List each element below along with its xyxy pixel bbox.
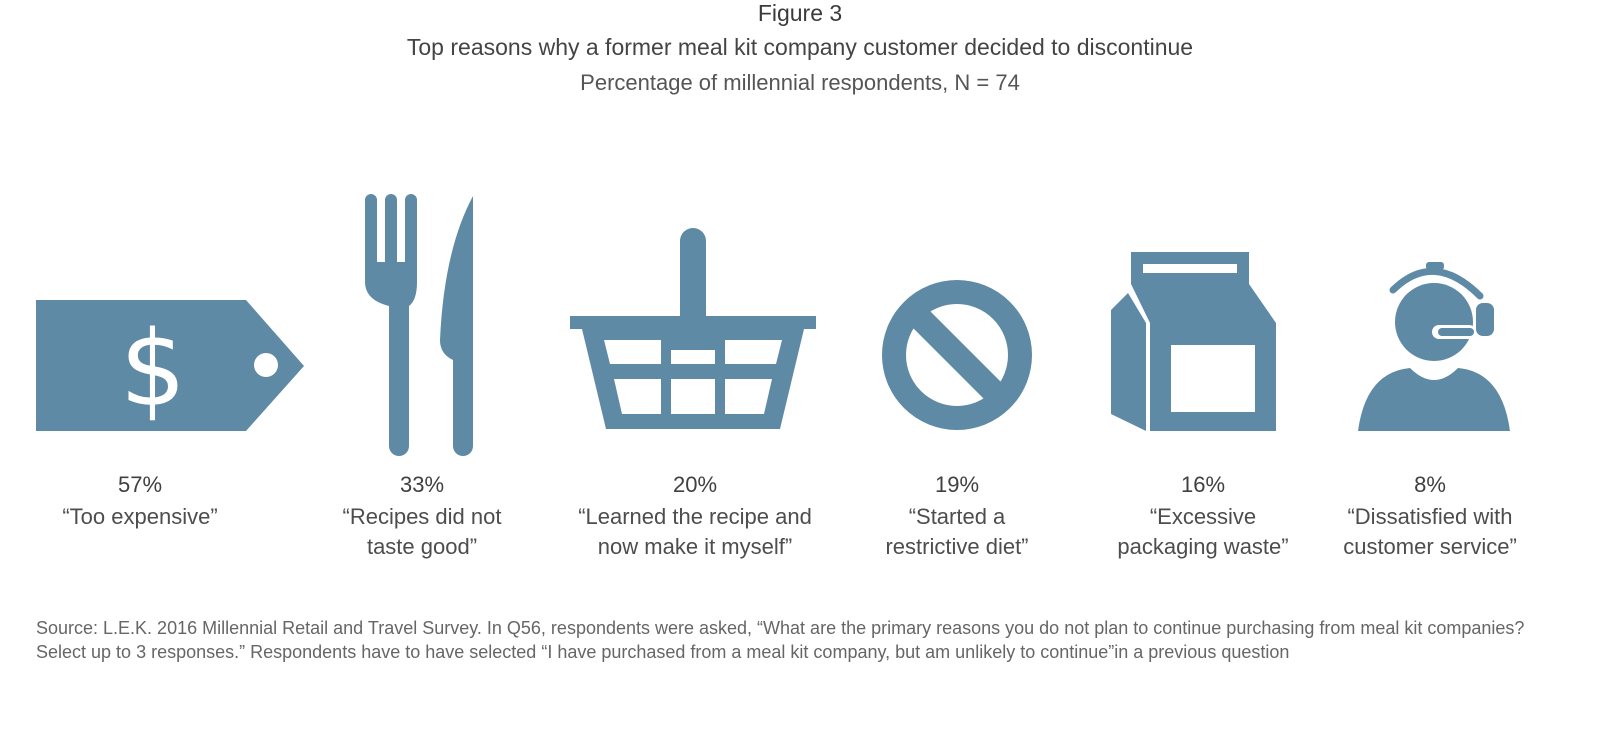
prohibited-icon (882, 280, 1032, 430)
customer-service-icon (1358, 262, 1510, 431)
percentage-value: 20% (672, 472, 718, 497)
basket-icon (570, 228, 816, 429)
reason-label: “Learned the recipe and now make it myse… (578, 504, 812, 559)
reason-label: “Recipes did not taste good” (342, 504, 502, 559)
source-note: Source: L.E.K. 2016 Millennial Retail an… (36, 618, 1525, 662)
percentage-value: 16% (1180, 472, 1226, 497)
price-tag-icon: $ (36, 300, 304, 431)
reason-label: “Started a restrictive diet” (885, 504, 1029, 559)
figure-label: Figure 3 (757, 0, 843, 26)
percentage-value: 8% (1414, 472, 1446, 497)
fork-knife-icon (365, 194, 473, 456)
chart-title: Top reasons why a former meal kit compan… (406, 34, 1194, 60)
reason-label: “Too expensive” (62, 504, 218, 529)
svg-text:$: $ (120, 308, 186, 430)
percentage-value: 33% (399, 472, 445, 497)
percentage-value: 57% (117, 472, 163, 497)
reason-label: “Excessive packaging waste” (1117, 504, 1289, 559)
reason-label: “Dissatisfied with customer service” (1343, 504, 1517, 559)
package-icon (1111, 252, 1276, 431)
chart-subtitle: Percentage of millennial respondents, N … (580, 70, 1020, 95)
percentage-value: 19% (934, 472, 980, 497)
